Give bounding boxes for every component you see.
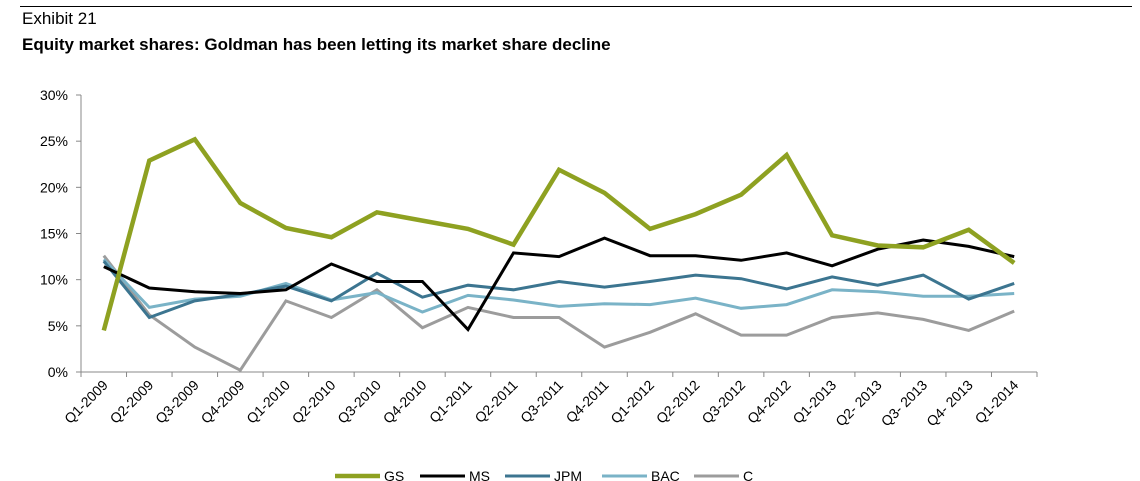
x-tick-label: Q3- 2013 (878, 377, 931, 430)
x-tick-label: Q1-2014 (972, 377, 1022, 427)
x-tick-label: Q4- 2013 (923, 377, 976, 430)
header-rule (20, 6, 1132, 7)
y-tick-label: 30% (40, 87, 68, 103)
x-tick-label: Q4-2009 (198, 377, 248, 427)
series-line-gs (101, 136, 1016, 331)
legend-label-gs: GS (384, 468, 404, 481)
series-line-jpm (102, 260, 1015, 320)
y-tick-label: 25% (40, 133, 68, 149)
x-tick-label: Q4-2010 (380, 377, 430, 427)
y-tick-label: 20% (40, 179, 68, 195)
x-tick-label: Q4-2011 (563, 377, 612, 426)
y-tick-label: 5% (48, 318, 68, 334)
y-tick-label: 15% (40, 226, 68, 242)
x-tick-label: Q2- 2013 (832, 377, 885, 430)
legend-label-ms: MS (469, 468, 490, 481)
chart-series (101, 136, 1016, 373)
x-tick-label: Q2-2010 (289, 377, 339, 427)
x-tick-label: Q4-2012 (744, 377, 794, 427)
y-tick-label: 0% (48, 364, 68, 380)
legend-label-bac: BAC (651, 468, 680, 481)
legend-label-c: C (743, 468, 753, 481)
x-tick-label: Q3-2010 (334, 377, 384, 427)
y-tick-label: 10% (40, 272, 68, 288)
x-tick-label: Q1-2012 (607, 377, 657, 427)
series-line-c (102, 254, 1015, 373)
x-tick-label: Q2-2012 (653, 377, 703, 427)
x-tick-label: Q2-2009 (107, 377, 157, 427)
x-tick-label: Q1-2010 (243, 377, 293, 427)
x-tick-label: Q3-2009 (152, 377, 202, 427)
series-line-ms (103, 236, 1015, 332)
chart-axes: 0% 5% 10% 15% 20% 25% 30% Q1-2009Q2-2009Q3-2009… (40, 87, 1038, 430)
x-tick-label: Q3-2012 (698, 377, 748, 427)
legend-label-jpm: JPM (554, 468, 582, 481)
x-tick-label: Q3-2011 (517, 377, 566, 426)
exhibit-label: Exhibit 21 (22, 9, 97, 28)
chart-title: Equity market shares: Goldman has been l… (22, 35, 611, 54)
x-tick-label: Q1-2009 (61, 377, 111, 427)
x-tick-label: Q1-2011 (426, 377, 475, 426)
chart-legend: GS MS JPM BAC C (335, 468, 753, 481)
x-tick-label: Q2-2011 (471, 377, 520, 426)
